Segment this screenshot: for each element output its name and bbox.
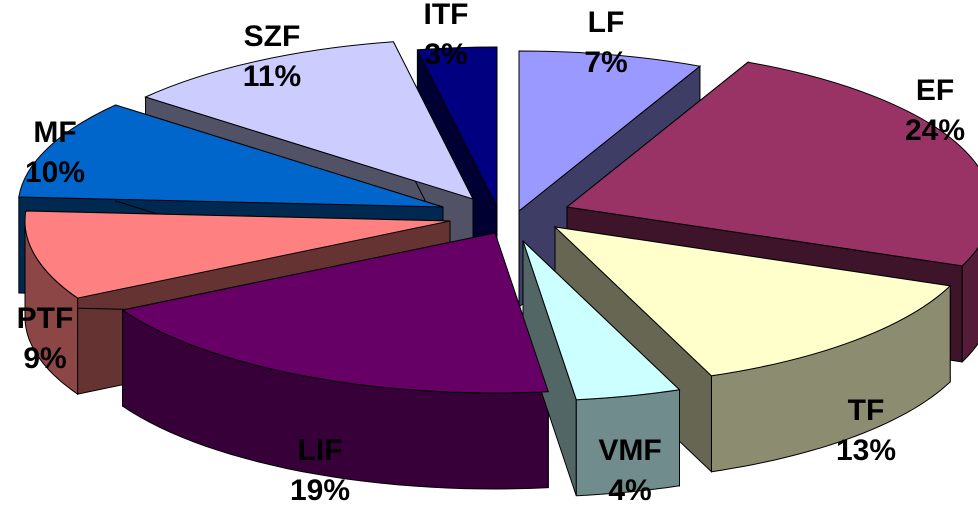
- slice-label-szf: SZF: [244, 20, 301, 53]
- slice-label-ptf: PTF: [17, 302, 74, 335]
- slice-label-tf: TF: [848, 394, 885, 427]
- slice-lif: [121, 232, 549, 394]
- slice-label-ef: EF: [916, 74, 954, 107]
- slice-label-lf: LF: [588, 6, 625, 39]
- slice-pct-szf: 11%: [243, 60, 301, 93]
- slice-pct-lf: 7%: [584, 46, 627, 79]
- slice-pct-ptf: 9%: [23, 342, 66, 375]
- slice-ptf: [24, 210, 451, 299]
- slice-vmf: [522, 240, 681, 401]
- slice-pct-vmf: 4%: [608, 474, 651, 507]
- slice-side-ef-outer: [961, 246, 978, 364]
- slice-pct-ef: 24%: [905, 114, 965, 147]
- slice-itf: [416, 46, 498, 208]
- slice-lf: [518, 50, 702, 213]
- slice-tf: [553, 226, 952, 377]
- slice-label-itf: ITF: [424, 0, 469, 31]
- slice-pct-tf: 13%: [836, 434, 896, 467]
- slice-mf: [18, 104, 444, 208]
- slice-tops: [18, 41, 978, 401]
- slice-pct-lif: 19%: [290, 474, 350, 507]
- slice-pct-mf: 10%: [25, 156, 85, 189]
- slice-labels: LF 7% EF 24% TF 13% VMF 4% LIF 19% PTF 9% MF 10% SZF 11…: [17, 0, 965, 507]
- slice-label-vmf: VMF: [598, 434, 661, 467]
- slice-label-mf: MF: [33, 116, 76, 149]
- slice-pct-itf: 3%: [424, 38, 467, 71]
- slice-ef: [565, 61, 978, 267]
- slice-szf: [144, 41, 474, 200]
- slice-label-lif: LIF: [298, 434, 343, 467]
